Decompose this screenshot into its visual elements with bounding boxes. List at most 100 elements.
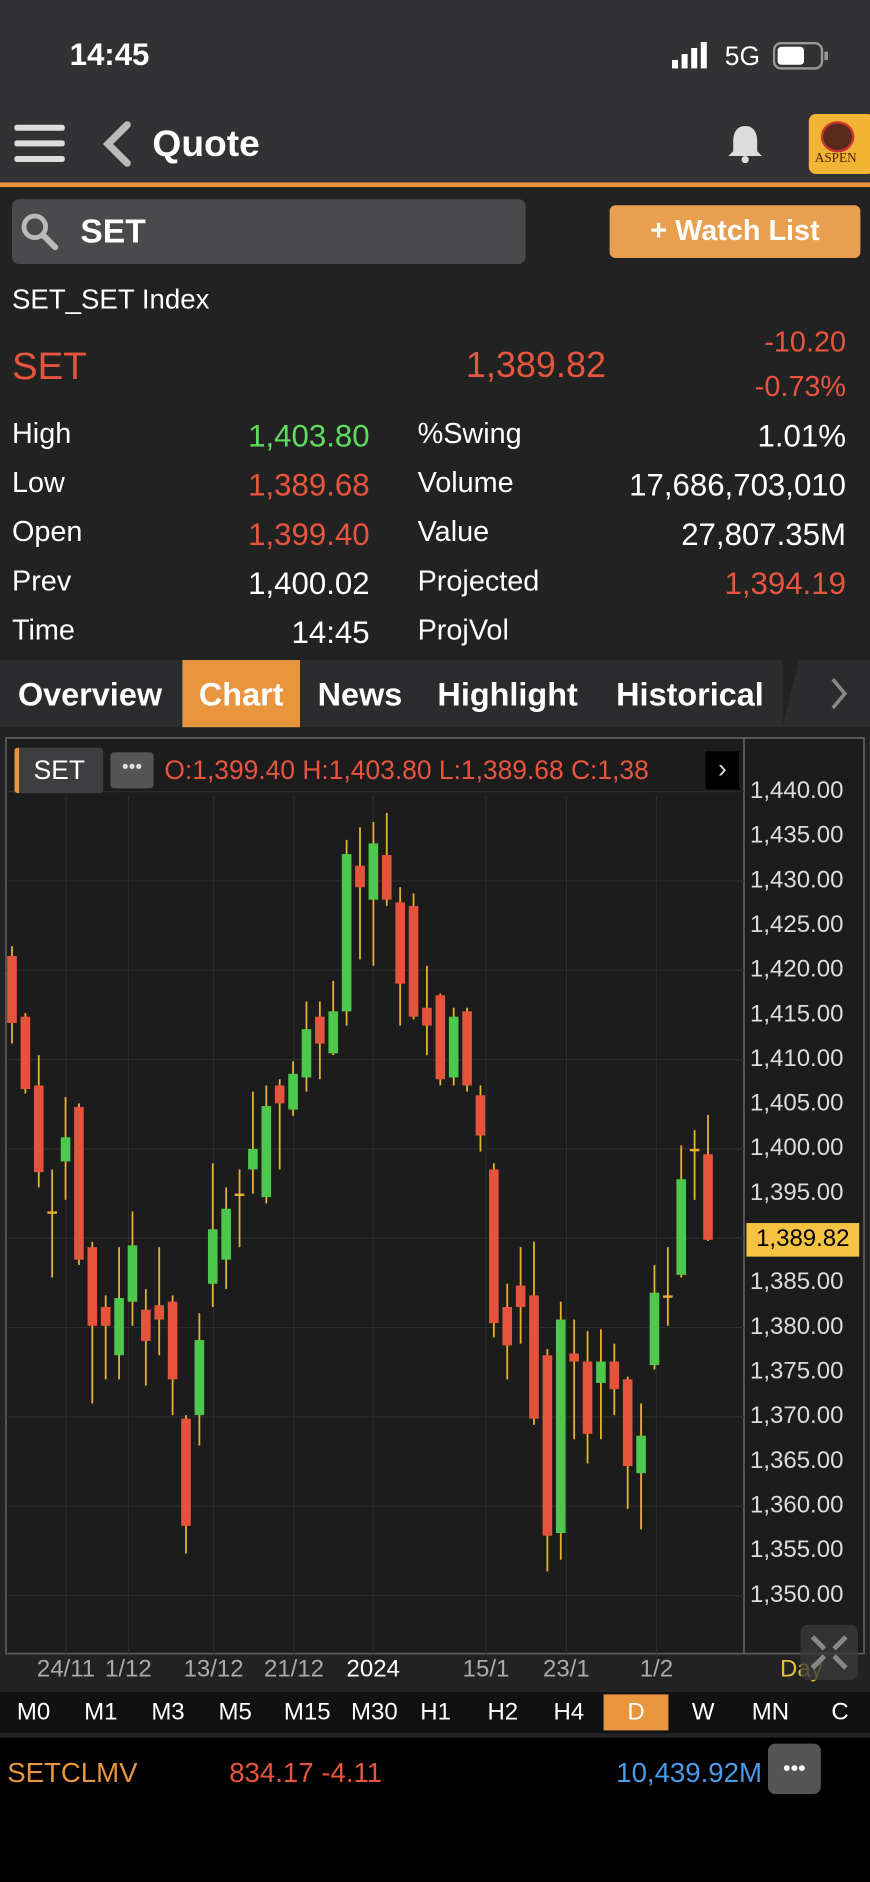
y-tick-label: 1,365.00 <box>750 1447 843 1474</box>
last-price-box <box>746 1223 860 1257</box>
watchlist-button[interactable]: + Watch List <box>609 205 861 258</box>
stat-label: Time <box>12 614 75 647</box>
accent-line <box>0 182 870 188</box>
candle-body <box>341 854 352 1012</box>
stat-label: Prev <box>12 565 72 598</box>
search-query: SET <box>80 212 146 250</box>
y-tick-label: 1,440.00 <box>750 777 843 804</box>
timeframe[interactable]: H2 <box>487 1699 519 1726</box>
candle-body <box>74 1106 84 1260</box>
timeframe[interactable]: C <box>831 1699 849 1726</box>
stat-value: 27,807.35M <box>681 516 847 552</box>
y-tick-label: 1,360.00 <box>750 1492 843 1519</box>
timeframe[interactable]: H1 <box>420 1699 451 1726</box>
y-tick-label: 1,400.00 <box>750 1134 843 1161</box>
candle-body <box>676 1179 687 1275</box>
y-tick-label: 1,430.00 <box>750 866 843 893</box>
chart-symbol-box[interactable]: SET <box>14 747 104 794</box>
tab[interactable]: Historical <box>616 676 764 713</box>
x-tick-label: 15/1 <box>463 1656 510 1683</box>
stat-value: 14:45 <box>291 614 370 651</box>
candle-body <box>301 1029 312 1078</box>
tab[interactable]: Highlight <box>437 676 578 713</box>
candle-body <box>435 995 446 1080</box>
candle-body <box>207 1229 218 1284</box>
tab[interactable]: News <box>317 676 403 713</box>
footer-menu[interactable]: ••• <box>768 1743 821 1795</box>
search-box[interactable] <box>12 199 526 264</box>
candle-body <box>462 1011 472 1086</box>
candle-body <box>368 843 379 900</box>
nav-icons[interactable] <box>12 120 144 174</box>
y-tick-label: 1,435.00 <box>750 822 843 849</box>
candle-body <box>60 1137 71 1162</box>
candle-body <box>181 1418 191 1526</box>
candle-body <box>127 1245 138 1302</box>
axis-area <box>743 737 865 1655</box>
stat-value: 1,400.02 <box>248 565 370 602</box>
chart-menu[interactable]: ••• <box>110 752 154 789</box>
candle-body <box>20 1016 31 1090</box>
quote-symbol: SET <box>12 344 87 388</box>
candle-body <box>475 1095 486 1136</box>
candle-body <box>569 1353 579 1362</box>
y-tick-label: 1,425.00 <box>750 911 843 938</box>
candle-body <box>649 1292 660 1366</box>
fullscreen-icon[interactable] <box>800 1624 859 1681</box>
tab[interactable]: Chart <box>182 660 300 728</box>
last-price-label: 1,389.82 <box>756 1225 849 1252</box>
candle-body <box>636 1435 646 1474</box>
x-tick-label: 21/12 <box>264 1656 324 1683</box>
stat-label: Volume <box>417 466 514 500</box>
tab[interactable]: Overview <box>17 676 163 713</box>
stat-value: 1,403.80 <box>248 417 370 454</box>
candle-body <box>502 1307 513 1346</box>
candle-body <box>596 1361 606 1383</box>
candle-body <box>663 1295 673 1298</box>
x-tick-label: 1/12 <box>105 1656 152 1683</box>
timeframe[interactable]: D <box>603 1694 669 1731</box>
stat-value: 1,389.68 <box>248 466 370 503</box>
timeframe[interactable]: W <box>691 1699 715 1726</box>
candle-body <box>515 1285 526 1308</box>
timeframe[interactable]: M0 <box>16 1699 51 1726</box>
bell-icon[interactable] <box>726 122 764 164</box>
candle-body <box>542 1355 553 1536</box>
candle-body <box>703 1154 713 1240</box>
candle-body <box>555 1319 566 1534</box>
stat-label: Value <box>417 516 490 549</box>
battery-icon <box>772 42 829 70</box>
tab-scroll[interactable] <box>782 660 870 728</box>
candle-body <box>381 855 392 900</box>
timeframe-bar <box>0 1692 870 1733</box>
timeframe[interactable]: MN <box>751 1699 790 1726</box>
candle-body <box>422 1007 432 1026</box>
y-tick-label: 1,405.00 <box>750 1090 843 1117</box>
timeframe[interactable]: M1 <box>84 1699 118 1726</box>
x-tick-label: 1/2 <box>640 1656 673 1683</box>
timeframe[interactable]: H4 <box>553 1699 585 1726</box>
candle-body <box>395 902 405 984</box>
candle-body <box>141 1309 151 1341</box>
quote-change-pct: -0.73% <box>754 370 847 404</box>
logo-text: ASPEN <box>814 151 857 166</box>
candle-body <box>328 1011 339 1054</box>
y-tick-label: 1,410.00 <box>750 1045 843 1072</box>
candle-body <box>355 865 365 888</box>
timeframe[interactable]: M5 <box>218 1699 252 1726</box>
candle-body <box>622 1379 633 1467</box>
tab-bar <box>0 660 870 728</box>
logo[interactable]: ASPEN <box>808 114 870 174</box>
timeframe[interactable]: M30 <box>351 1699 398 1726</box>
timeframe[interactable]: M3 <box>151 1699 185 1726</box>
timeframe[interactable]: M15 <box>283 1699 331 1726</box>
candle-body <box>33 1085 44 1173</box>
y-tick-label: 1,420.00 <box>750 956 843 983</box>
candle-body <box>609 1361 620 1390</box>
stat-value: 1,394.19 <box>724 565 847 602</box>
candle-body <box>448 1016 459 1078</box>
ohlc-scroll[interactable]: › <box>705 751 740 790</box>
